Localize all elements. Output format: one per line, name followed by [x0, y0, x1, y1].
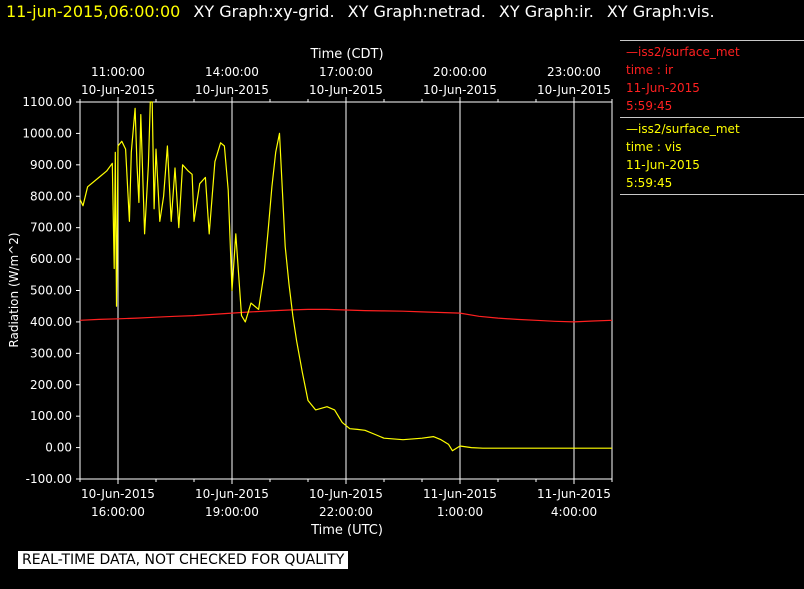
y-tick-label: 400.00 — [30, 315, 72, 329]
legend-series-name: —iss2/surface_met — [626, 122, 740, 136]
x-tick-label-time: 16:00:00 — [91, 505, 145, 519]
y-axis-label: Radiation (W/m^2) — [7, 232, 21, 347]
y-tick-label: 1000.00 — [22, 126, 72, 140]
x-tick-label-time: 22:00:00 — [319, 505, 373, 519]
top-tick-label-time: 17:00:00 — [319, 65, 373, 79]
x-tick-label-time: 19:00:00 — [205, 505, 259, 519]
y-tick-label: -100.00 — [26, 472, 72, 486]
header-timestamp: 11-jun-2015,06:00:00 — [6, 2, 181, 21]
top-tick-label-time: 20:00:00 — [433, 65, 487, 79]
top-tick-label-time: 14:00:00 — [205, 65, 259, 79]
y-tick-label: 700.00 — [30, 221, 72, 235]
y-tick-label: 1100.00 — [22, 95, 72, 109]
legend-series-time: 5:59:45 — [626, 176, 673, 190]
header-graph-netrad[interactable]: XY Graph:netrad. — [347, 2, 486, 21]
legend: —iss2/surface_met time : ir 11-Jun-2015 … — [620, 40, 804, 195]
header-title: 11-jun-2015,06:00:00 XY Graph:xy-grid. X… — [6, 2, 715, 22]
legend-entry-ir[interactable]: —iss2/surface_met time : ir 11-Jun-2015 … — [620, 40, 804, 117]
y-tick-label: 100.00 — [30, 409, 72, 423]
legend-series-date: 11-Jun-2015 — [626, 81, 700, 95]
legend-series-var: time : vis — [626, 140, 682, 154]
top-tick-label-date: 10-Jun-2015 — [309, 83, 383, 97]
y-tick-label: 900.00 — [30, 158, 72, 172]
x-tick-label-date: 11-Jun-2015 — [423, 487, 497, 501]
legend-series-time: 5:59:45 — [626, 99, 673, 113]
top-tick-label-date: 10-Jun-2015 — [81, 83, 155, 97]
y-tick-label: 500.00 — [30, 284, 72, 298]
x-tick-label-date: 10-Jun-2015 — [81, 487, 155, 501]
top-tick-label-date: 10-Jun-2015 — [423, 83, 497, 97]
top-tick-label-time: 11:00:00 — [91, 65, 145, 79]
top-tick-label-date: 10-Jun-2015 — [195, 83, 269, 97]
y-tick-label: 200.00 — [30, 378, 72, 392]
y-tick-label: 300.00 — [30, 346, 72, 360]
bottom-axis-label: Time (UTC) — [310, 523, 383, 538]
series-line-time-ir — [79, 308, 613, 323]
legend-entry-vis[interactable]: —iss2/surface_met time : vis 11-Jun-2015… — [620, 117, 804, 195]
series-line-time-vis — [79, 101, 612, 452]
header-graph-vis[interactable]: XY Graph:vis. — [606, 2, 715, 21]
y-tick-label: 800.00 — [30, 189, 72, 203]
y-tick-label: 0.00 — [45, 441, 72, 455]
x-tick-label-date: 10-Jun-2015 — [195, 487, 269, 501]
top-axis-label: Time (CDT) — [309, 47, 383, 62]
header-graph-xy-grid[interactable]: XY Graph:xy-grid. — [193, 2, 335, 21]
header-graph-ir[interactable]: XY Graph:ir. — [498, 2, 594, 21]
quality-warning-banner: REAL-TIME DATA, NOT CHECKED FOR QUALITY — [18, 551, 349, 569]
legend-series-name: —iss2/surface_met — [626, 45, 740, 59]
legend-series-date: 11-Jun-2015 — [626, 158, 700, 172]
y-tick-label: 600.00 — [30, 252, 72, 266]
x-tick-label-date: 10-Jun-2015 — [309, 487, 383, 501]
x-tick-label-time: 1:00:00 — [437, 505, 483, 519]
x-tick-label-date: 11-Jun-2015 — [537, 487, 611, 501]
legend-series-var: time : ir — [626, 63, 674, 77]
top-tick-label-time: 23:00:00 — [547, 65, 601, 79]
top-tick-label-date: 10-Jun-2015 — [537, 83, 611, 97]
x-tick-label-time: 4:00:00 — [551, 505, 597, 519]
